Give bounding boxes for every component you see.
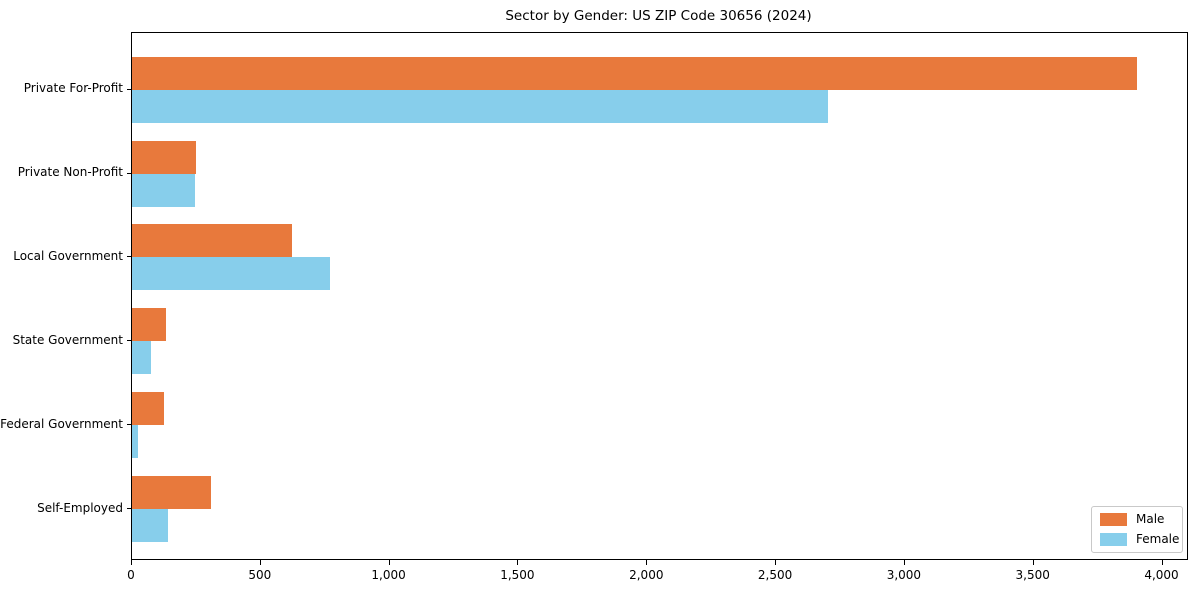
- x-tick: [131, 560, 132, 565]
- x-tick: [1161, 560, 1163, 565]
- legend: Male Female: [1091, 506, 1183, 553]
- x-tick-label: 3,000: [886, 568, 922, 582]
- bar-female-4: [132, 425, 139, 459]
- bar-male-1: [132, 140, 197, 174]
- chart-title: Sector by Gender: US ZIP Code 30656 (202…: [505, 8, 812, 24]
- y-tick-label: Local Government: [13, 248, 123, 263]
- legend-item-female: Female: [1100, 532, 1179, 547]
- y-tick-label: Federal Government: [0, 416, 123, 431]
- x-tick: [903, 560, 905, 565]
- bar-female-2: [132, 257, 331, 291]
- bar-female-3: [132, 341, 152, 375]
- y-tick: [127, 256, 131, 258]
- x-tick: [775, 560, 777, 565]
- x-tick-label: 1,500: [500, 568, 535, 582]
- x-tick-label: 500: [248, 568, 272, 582]
- legend-item-male: Male: [1100, 512, 1174, 527]
- legend-label-female: Female: [1136, 532, 1180, 546]
- y-tick: [127, 88, 131, 90]
- y-tick: [127, 508, 131, 509]
- legend-swatch-male: [1100, 513, 1127, 526]
- x-tick-label: 3,500: [1015, 568, 1050, 582]
- x-tick-label: 0: [127, 568, 135, 582]
- x-tick-label: 4,000: [1144, 568, 1179, 582]
- x-tick: [646, 560, 648, 565]
- bar-female-5: [132, 509, 169, 542]
- bar-male-2: [132, 224, 292, 258]
- legend-swatch-female: [1100, 533, 1127, 546]
- bar-male-4: [132, 392, 165, 426]
- bar-female-0: [132, 89, 828, 123]
- x-tick-label: 1,000: [371, 568, 406, 582]
- bar-male-3: [132, 308, 166, 342]
- x-tick: [259, 560, 261, 565]
- x-tick-label: 2,500: [757, 568, 793, 582]
- y-tick-label: Self-Employed: [37, 500, 123, 515]
- y-tick: [127, 172, 131, 174]
- y-tick: [127, 340, 131, 342]
- legend-label-male: Male: [1136, 512, 1165, 526]
- bar-female-1: [132, 173, 196, 207]
- y-tick-label: State Government: [12, 332, 123, 347]
- x-tick-label: 2,000: [629, 568, 664, 582]
- x-tick: [388, 560, 390, 565]
- x-tick: [517, 560, 519, 565]
- y-tick-label: Private Non-Profit: [17, 165, 123, 180]
- plot-area: [131, 32, 1188, 560]
- bar-male-5: [132, 476, 211, 509]
- y-tick: [127, 424, 131, 426]
- bar-male-0: [132, 56, 1137, 90]
- x-tick: [1032, 560, 1034, 565]
- y-tick-label: Private For-Profit: [23, 81, 123, 96]
